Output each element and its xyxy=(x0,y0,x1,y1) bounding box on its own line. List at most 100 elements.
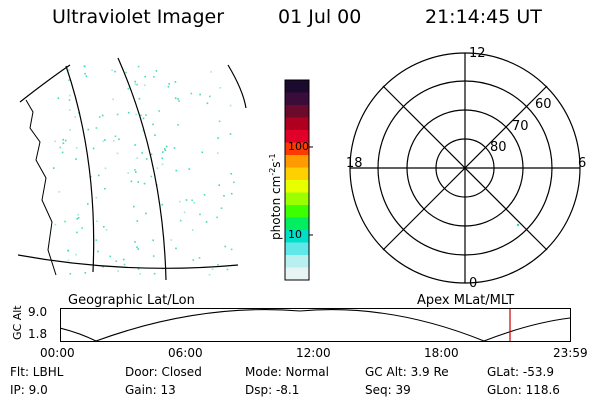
emission-dot xyxy=(77,217,80,219)
colorbar-cell xyxy=(285,230,309,243)
emission-dot xyxy=(223,195,225,197)
emission-dot xyxy=(142,117,145,120)
emission-dot xyxy=(210,71,212,73)
date-label: 01 Jul 00 xyxy=(278,6,362,28)
emission-dot xyxy=(230,192,233,195)
colorbar xyxy=(284,79,313,281)
emission-dots xyxy=(53,65,235,276)
emission-dot xyxy=(191,199,193,202)
timeline-xtick-4: 23:59 xyxy=(553,346,588,360)
mlt-label-18: 18 xyxy=(346,156,363,171)
emission-dot xyxy=(219,87,222,89)
emission-dot xyxy=(69,94,71,97)
emission-dot xyxy=(156,167,159,169)
emission-dot xyxy=(134,80,136,83)
emission-dot xyxy=(76,218,79,220)
emission-dot xyxy=(217,137,219,139)
colorbar-cell xyxy=(285,192,309,206)
colorbar-tick-10: 10 xyxy=(288,228,302,241)
emission-dot xyxy=(153,76,155,78)
status-glat: GLat: -53.9 xyxy=(487,365,554,379)
emission-dot xyxy=(53,167,55,169)
emission-dot xyxy=(95,239,98,241)
emission-dot xyxy=(193,202,195,204)
emission-dot xyxy=(87,203,89,205)
apex-polar-plot xyxy=(349,52,581,284)
emission-dot xyxy=(164,149,167,151)
colorbar-cell xyxy=(285,92,309,106)
mlat-label-80: 80 xyxy=(490,140,507,155)
emission-dot xyxy=(179,200,181,203)
geo-panel-label: Geographic Lat/Lon xyxy=(68,293,195,308)
emission-dot xyxy=(158,110,160,112)
colorbar-cell xyxy=(285,267,309,281)
timeline-ytick-min: 1.8 xyxy=(28,327,48,341)
emission-dot xyxy=(116,113,119,116)
mlat-label-60: 60 xyxy=(535,97,552,112)
emission-dot xyxy=(143,182,146,185)
emission-dot xyxy=(64,139,67,142)
colorbar-cell xyxy=(285,80,309,93)
emission-dot xyxy=(137,65,140,68)
emission-dot xyxy=(192,259,195,261)
emission-dot xyxy=(104,167,107,170)
instrument-title: Ultraviolet Imager xyxy=(52,6,225,28)
emission-dot xyxy=(163,148,166,150)
emission-dot xyxy=(138,97,141,100)
emission-dot xyxy=(179,219,182,222)
colorbar-cell xyxy=(285,130,309,143)
emission-dot xyxy=(191,229,194,231)
emission-dot xyxy=(137,248,139,250)
emission-dot xyxy=(145,114,147,116)
time-label: 21:14:45 UT xyxy=(425,6,542,28)
emission-dot xyxy=(178,100,180,102)
emission-dot xyxy=(95,196,98,199)
emission-dot xyxy=(135,171,137,173)
timeline-xtick-3: 18:00 xyxy=(424,346,459,360)
emission-dot xyxy=(136,220,139,222)
emission-dot xyxy=(54,140,56,143)
emission-dot xyxy=(102,265,104,268)
status-ip: IP: 9.0 xyxy=(10,383,48,397)
mlt-label-6: 6 xyxy=(578,156,587,171)
emission-dot xyxy=(165,145,168,148)
emission-dot xyxy=(122,258,125,261)
colorbar-cells xyxy=(285,80,309,281)
emission-dot xyxy=(177,124,179,126)
colorbar-cell xyxy=(285,105,309,118)
colorbar-cell xyxy=(285,142,309,156)
status-gain: Gain: 13 xyxy=(125,383,176,397)
emission-dot xyxy=(76,231,78,234)
emission-dot xyxy=(68,109,71,111)
emission-dot xyxy=(75,253,77,256)
colorbar-cell xyxy=(285,242,309,256)
emission-dot xyxy=(183,211,186,214)
emission-dot xyxy=(81,227,83,229)
emission-dot xyxy=(136,83,138,86)
apex-panel-label: Apex MLat/MLT xyxy=(417,293,515,308)
emission-dot xyxy=(96,220,98,222)
orbit-timeline xyxy=(60,308,571,342)
emission-dot xyxy=(209,95,211,98)
emission-dot xyxy=(175,247,177,250)
emission-dot xyxy=(117,270,119,272)
colorbar-cell xyxy=(285,117,309,131)
emission-dot xyxy=(198,257,201,259)
timeline-xtick-2: 12:00 xyxy=(296,346,331,360)
emission-dot xyxy=(97,174,100,177)
coastline xyxy=(25,99,57,276)
emission-dot xyxy=(125,71,127,74)
emission-dot xyxy=(134,169,136,171)
emission-dot xyxy=(150,153,153,156)
emission-dot xyxy=(188,168,191,170)
emission-dot xyxy=(233,181,235,184)
emission-dot xyxy=(229,133,232,135)
emission-dot xyxy=(174,81,177,83)
mlt-label-12: 12 xyxy=(469,46,486,61)
timeline-ytick-max: 9.0 xyxy=(28,305,48,319)
status-mode: Mode: Normal xyxy=(245,365,329,379)
emission-dot xyxy=(152,255,155,257)
emission-dot xyxy=(161,163,164,166)
emission-dot xyxy=(230,173,233,175)
status-flt: Flt: LBHL xyxy=(10,365,64,379)
